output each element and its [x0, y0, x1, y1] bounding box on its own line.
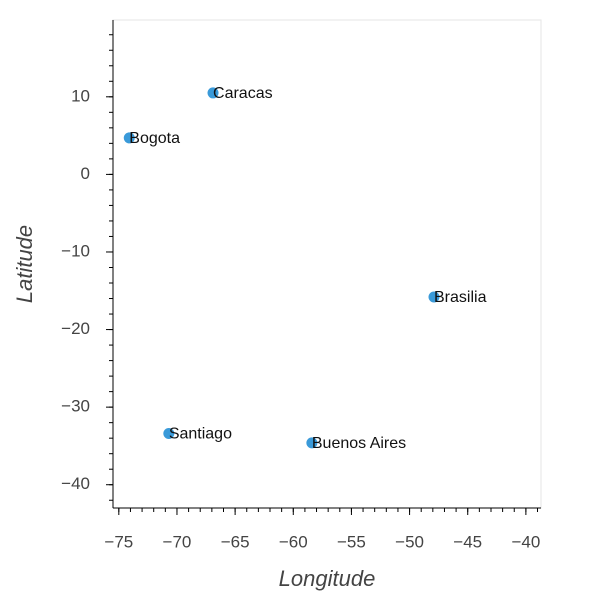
x-tick-label: −55 [337, 532, 366, 551]
point [163, 428, 175, 440]
y-tick-label: −40 [61, 474, 90, 493]
x-tick-label: −65 [221, 532, 250, 551]
point-label: Brasilia [434, 289, 487, 306]
y-tick-label: −20 [61, 319, 90, 338]
point [428, 291, 440, 303]
point [207, 87, 219, 99]
point-label: Caracas [213, 85, 273, 102]
y-tick-label: −30 [61, 397, 90, 416]
y-tick-label: 0 [81, 164, 90, 183]
x-tick-label: −40 [511, 532, 540, 551]
x-tick-label: −45 [453, 532, 482, 551]
x-tick-label: −70 [163, 532, 192, 551]
x-tick-label: −50 [395, 532, 424, 551]
x-tick-label: −75 [104, 532, 133, 551]
y-axis-label: Latitude [12, 225, 37, 303]
point [306, 437, 318, 449]
point [123, 132, 135, 144]
y-tick-label: 10 [71, 86, 90, 105]
point-label: Bogota [129, 130, 180, 147]
y-tick-label: −10 [61, 241, 90, 260]
x-tick-label: −60 [279, 532, 308, 551]
x-axis-label: Longitude [279, 566, 376, 591]
point-label: Buenos Aires [312, 435, 406, 452]
point-label: Santiago [169, 426, 232, 443]
